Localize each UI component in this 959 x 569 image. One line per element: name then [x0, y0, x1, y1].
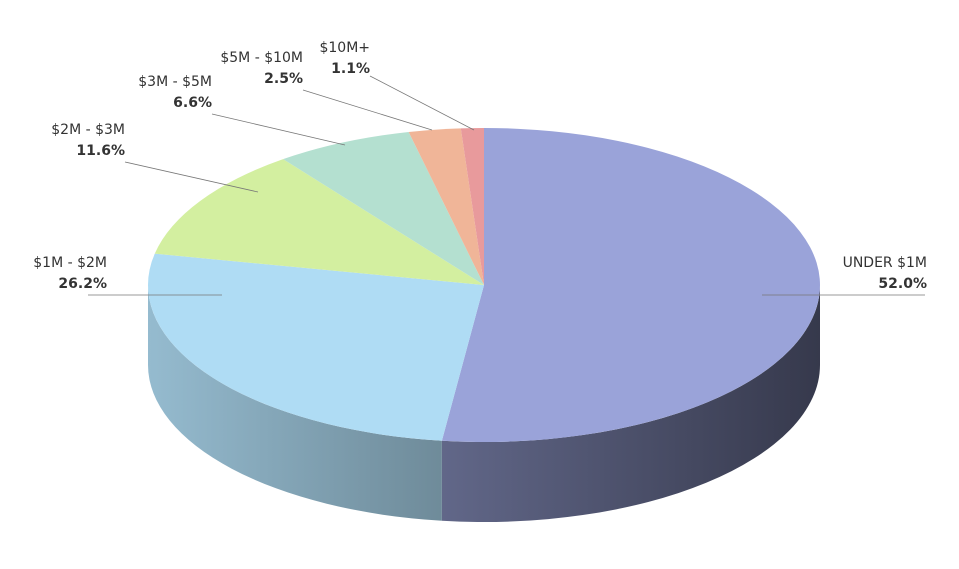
slice-value-label: 1.1%	[331, 61, 370, 77]
slice	[441, 128, 821, 442]
slice-side	[148, 285, 442, 521]
slice-label: $1M - $2M	[33, 255, 107, 271]
slice-value-label: 26.2%	[58, 276, 107, 292]
leader-line	[369, 75, 475, 131]
slice	[283, 131, 484, 285]
slice	[460, 128, 484, 285]
slice-label: $10M+	[319, 40, 370, 56]
slice-label: $5M - $10M	[220, 50, 303, 66]
leader-line	[211, 113, 346, 146]
slice	[148, 253, 484, 441]
slice-value-label: 52.0%	[878, 276, 927, 292]
slice	[408, 128, 484, 285]
slice-label: $2M - $3M	[51, 122, 125, 138]
leader-line	[302, 89, 433, 131]
slice-value-label: 11.6%	[76, 143, 125, 159]
leader-line	[124, 161, 259, 193]
slice-side	[441, 285, 820, 522]
slice-label: $3M - $5M	[138, 74, 212, 90]
slice	[154, 159, 484, 285]
slice-value-label: 2.5%	[264, 71, 303, 87]
slice-label: UNDER $1M	[843, 255, 927, 271]
slice-value-label: 6.6%	[173, 95, 212, 111]
